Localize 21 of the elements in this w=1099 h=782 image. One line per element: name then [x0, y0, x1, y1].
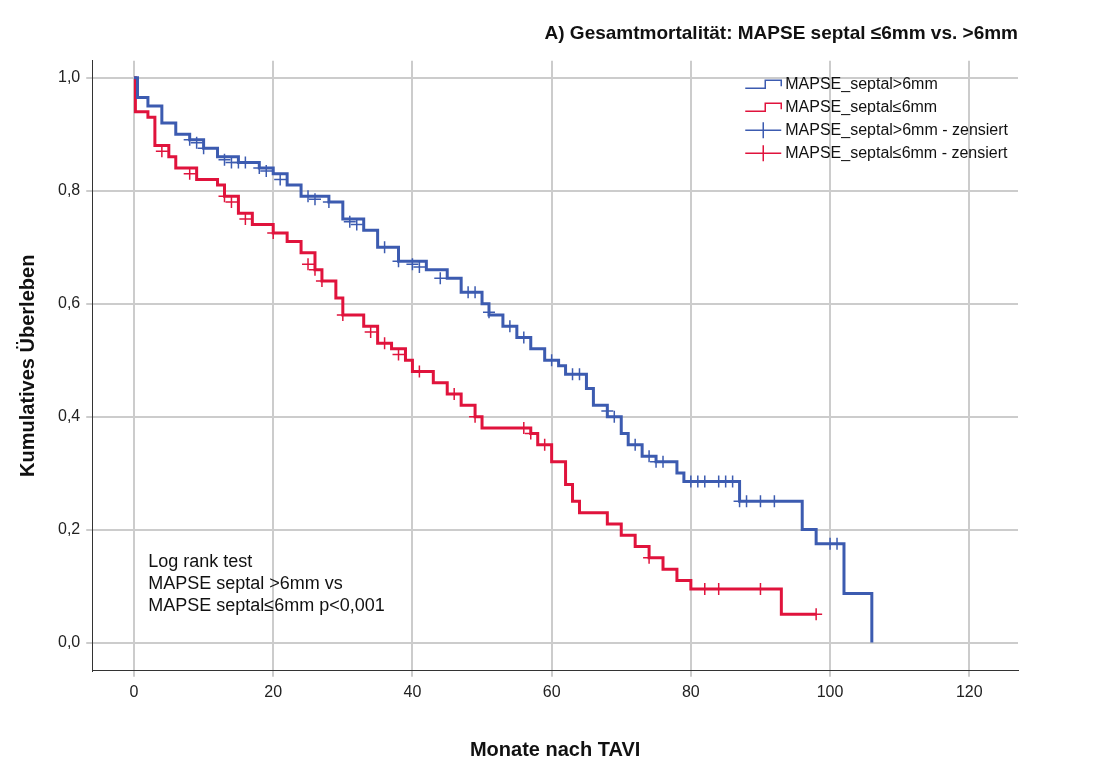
x-axis-title: Monate nach TAVI	[469, 737, 641, 760]
y-tick-label: 1,0	[57, 68, 81, 86]
y-tick-label: 0,6	[57, 294, 81, 312]
y-tick-label: 0,2	[57, 520, 81, 537]
annotation: Log rank test MAPSE septal >6mm vs MAPSE septal≤6mm p<0,001	[148, 550, 385, 615]
legend-label: MAPSE_septal>6mm	[785, 74, 938, 93]
x-tick-label: 100	[816, 682, 844, 700]
x-tick-label: 80	[681, 682, 700, 700]
legend-label: MAPSE_septal≤6mm - zensiert	[785, 143, 1008, 162]
y-tick-label: 0,4	[57, 407, 81, 425]
x-tick-label: 120	[955, 682, 983, 700]
y-tick-label: 0,8	[57, 181, 81, 199]
chart-title: A) Gesamtmortalität: MAPSE septal ≤6mm vs. >6mm	[544, 21, 1018, 43]
x-tick-label: 60	[542, 682, 561, 700]
legend-label: MAPSE_septal>6mm - zensiert	[785, 120, 1009, 139]
legend-label: MAPSE_septal≤6mm	[785, 97, 938, 116]
y-axis-title: Kumulatives Überleben	[15, 254, 38, 477]
x-tick-label: 0	[129, 682, 139, 700]
x-tick-label: 20	[264, 682, 283, 700]
y-tick-label: 0,0	[57, 632, 81, 650]
x-tick-label: 40	[403, 682, 422, 700]
